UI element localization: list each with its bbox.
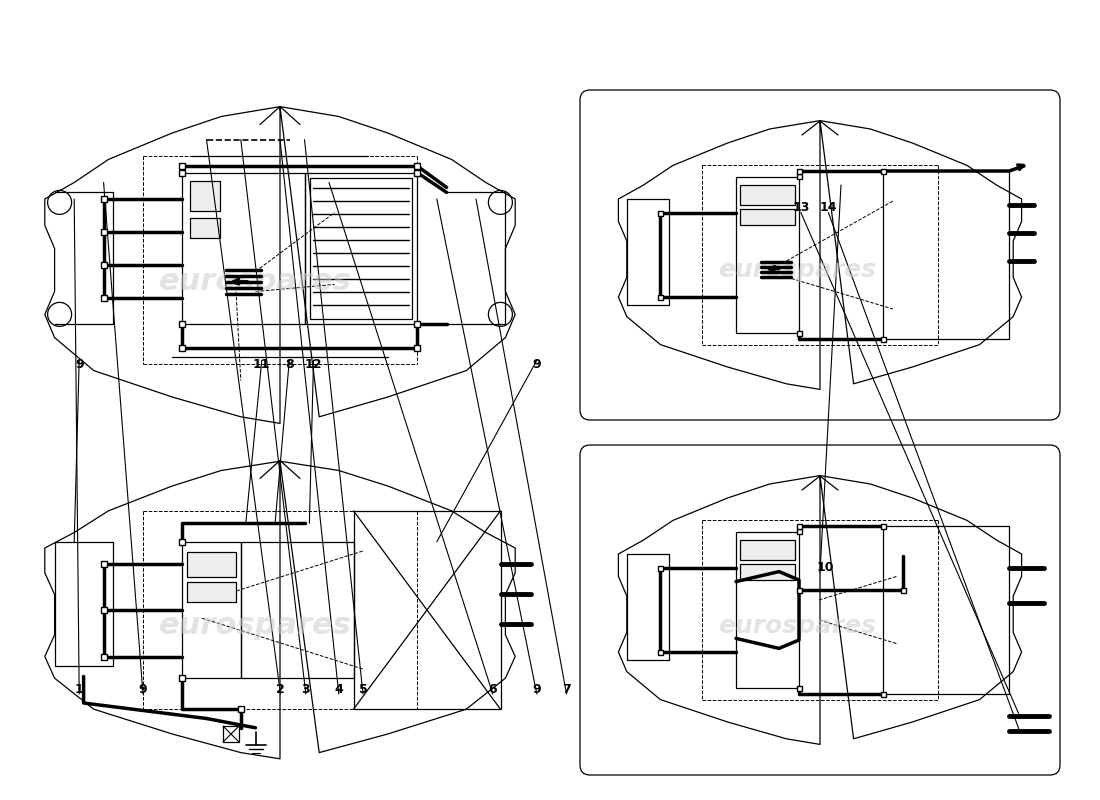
Bar [100, 196, 107, 202]
Text: 8: 8 [285, 358, 294, 371]
Bar [658, 210, 663, 215]
Bar [736, 532, 799, 688]
Bar [187, 552, 235, 577]
Bar [305, 173, 417, 325]
Bar [880, 691, 886, 697]
Bar [736, 177, 799, 334]
Bar [883, 526, 1009, 694]
Text: eurospares: eurospares [718, 258, 876, 282]
Bar [100, 561, 107, 566]
Text: eurospares: eurospares [160, 267, 352, 296]
Text: 9: 9 [532, 358, 541, 371]
Bar [190, 181, 220, 210]
Text: 1: 1 [75, 683, 84, 696]
Bar [796, 523, 802, 529]
Text: 4: 4 [334, 683, 343, 696]
Bar [179, 170, 185, 176]
Bar [179, 163, 185, 169]
Bar [658, 566, 663, 570]
Bar [796, 587, 802, 593]
FancyBboxPatch shape [580, 445, 1060, 775]
Text: 14: 14 [820, 202, 837, 214]
FancyBboxPatch shape [580, 90, 1060, 420]
Bar [238, 706, 244, 712]
Bar [100, 654, 107, 659]
Bar [100, 229, 107, 235]
Text: 10: 10 [816, 562, 834, 574]
Text: 5: 5 [359, 683, 367, 696]
Bar [100, 607, 107, 613]
Text: 3: 3 [301, 683, 310, 696]
Bar [415, 163, 420, 169]
Bar [796, 169, 802, 174]
Bar [241, 542, 353, 678]
Bar [740, 540, 795, 560]
Bar [179, 322, 185, 327]
Bar [182, 173, 305, 325]
Text: 13: 13 [792, 202, 810, 214]
Bar [223, 726, 239, 742]
Bar [740, 209, 795, 225]
Bar [190, 218, 220, 238]
Text: 2: 2 [276, 683, 285, 696]
Bar [179, 345, 185, 350]
Bar [658, 650, 663, 654]
Text: 9: 9 [75, 358, 84, 371]
Bar [187, 582, 235, 602]
Bar [796, 174, 802, 179]
Bar [179, 675, 185, 682]
Bar [883, 171, 1009, 339]
Bar [309, 178, 412, 319]
Bar [179, 539, 185, 545]
Text: 9: 9 [532, 683, 541, 696]
Bar [796, 331, 802, 336]
Bar [100, 295, 107, 301]
Bar [740, 563, 795, 579]
Bar [880, 169, 886, 174]
Bar [658, 294, 663, 299]
Text: eurospares: eurospares [718, 614, 876, 638]
Bar [415, 322, 420, 327]
Bar [901, 587, 905, 593]
Text: eurospares: eurospares [160, 611, 352, 640]
Bar [740, 185, 795, 205]
Bar [182, 542, 241, 678]
Bar [880, 337, 886, 342]
Bar [353, 511, 500, 710]
Text: 6: 6 [488, 683, 497, 696]
Bar [796, 686, 802, 691]
Text: 11: 11 [253, 358, 271, 371]
Bar [415, 170, 420, 176]
Text: 12: 12 [305, 358, 322, 371]
Bar [796, 529, 802, 534]
Text: 7: 7 [562, 683, 571, 696]
Bar [100, 262, 107, 268]
Text: 9: 9 [139, 683, 147, 696]
Bar [415, 345, 420, 350]
Bar [880, 523, 886, 529]
